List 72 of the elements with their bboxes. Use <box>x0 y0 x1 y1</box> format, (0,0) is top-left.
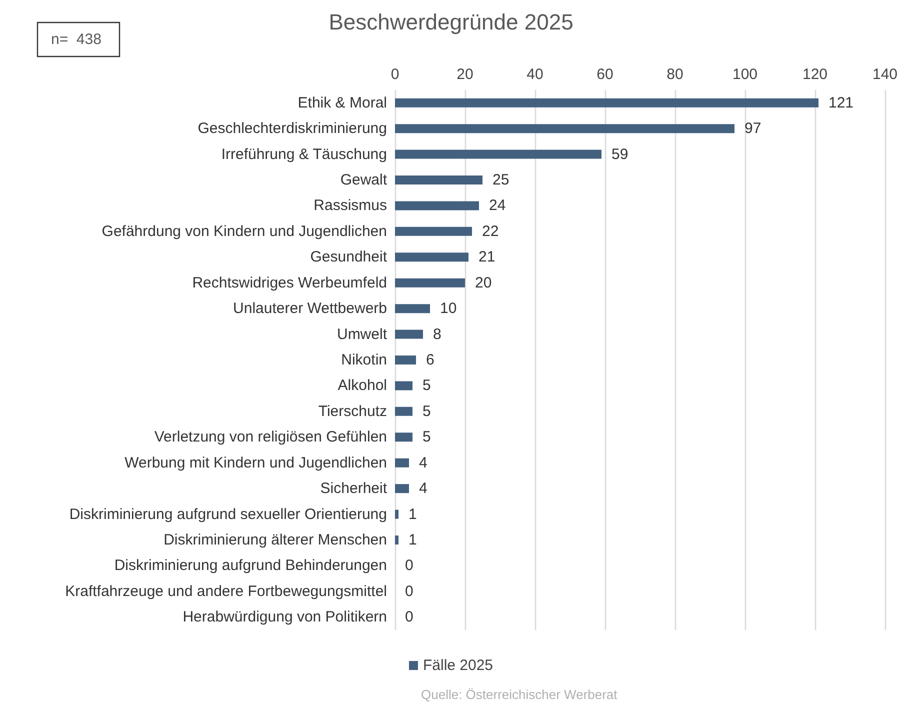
y-tick-label: Nikotin <box>341 352 387 368</box>
x-tick-label: 80 <box>666 66 684 83</box>
y-tick-label: Gewalt <box>340 172 388 188</box>
data-label: 0 <box>405 582 414 600</box>
y-tick-label: Verletzung von religiösen Gefühlen <box>154 428 387 446</box>
bar <box>395 176 482 184</box>
y-tick-label: Sicherheit <box>320 480 388 498</box>
bar <box>395 278 465 288</box>
x-tick-label: 0 <box>390 66 400 83</box>
y-tick-label: Diskriminierung älterer Menschen <box>164 532 387 548</box>
x-tick-label: 60 <box>596 66 614 83</box>
data-label: 59 <box>612 146 628 163</box>
data-label: 1 <box>408 506 417 523</box>
bar <box>395 510 398 519</box>
data-label: 20 <box>475 274 492 292</box>
bar <box>395 432 412 442</box>
text: n= 438 <box>51 31 102 48</box>
data-label: 0 <box>405 557 414 574</box>
bar <box>395 458 409 468</box>
bar <box>395 124 734 134</box>
data-label: 25 <box>492 172 510 188</box>
bar <box>395 252 468 262</box>
bar <box>395 330 423 339</box>
data-label: 21 <box>478 248 496 266</box>
y-tick-label: Werbung mit Kindern und Jugendlichen <box>124 454 387 472</box>
data-label: 5 <box>422 428 431 446</box>
data-label: 5 <box>422 377 431 394</box>
data-label: 24 <box>489 197 506 214</box>
y-tick-label: Kraftfahrzeuge und andere Fortbewegungsmittel <box>65 582 387 600</box>
bar <box>395 356 416 364</box>
bar <box>395 304 430 314</box>
y-tick-label: Rassismus <box>314 197 387 214</box>
bar <box>395 484 409 494</box>
y-tick-label: Umwelt <box>336 326 388 343</box>
y-tick-label: Gesundheit <box>310 248 388 266</box>
y-tick-label: Rechtswidriges Werbeumfeld <box>192 274 387 292</box>
bar <box>395 98 818 108</box>
bar <box>395 150 602 159</box>
legend-label: Fälle 2025 <box>422 657 494 674</box>
y-tick-label: Ethik & Moral <box>298 94 387 112</box>
data-label: 4 <box>419 454 428 472</box>
y-tick-label: Geschlechterdiskriminierung <box>198 120 387 138</box>
data-label: 4 <box>419 480 428 498</box>
data-label: 0 <box>405 608 414 626</box>
data-label: 22 <box>482 222 499 240</box>
data-label: 1 <box>408 532 417 548</box>
data-label: 97 <box>744 120 762 138</box>
x-tick-label: 100 <box>732 66 758 83</box>
source-note: Quelle: Österreichischer Werberat <box>421 687 618 702</box>
bar <box>395 201 479 210</box>
y-tick-label: Diskriminierung aufgrund sexueller Orientierung <box>69 506 387 523</box>
y-tick-label: Herabwürdigung von Politikern <box>182 608 387 626</box>
x-tick-label: 20 <box>456 66 474 83</box>
bar <box>395 536 398 544</box>
x-tick-label: 40 <box>526 66 544 83</box>
chart-title: Beschwerdegründe 2025 <box>328 10 574 34</box>
y-tick-label: Tierschutz <box>318 402 387 420</box>
bar <box>395 406 412 416</box>
data-label: 6 <box>426 352 434 368</box>
y-tick-label: Irreführung & Täuschung <box>221 146 387 163</box>
data-label: 5 <box>422 402 431 420</box>
x-tick-label: 120 <box>802 66 828 83</box>
data-label: 121 <box>828 94 854 112</box>
data-label: 8 <box>433 326 442 343</box>
bar <box>395 226 472 236</box>
y-tick-label: Unlauterer Wettbewerb <box>233 300 387 318</box>
y-tick-label: Gefährdung von Kindern und Jugendlichen <box>102 222 387 240</box>
y-tick-label: Diskriminierung aufgrund Behinderungen <box>114 557 387 574</box>
y-tick-label: Alkohol <box>338 377 387 394</box>
x-tick-label: 140 <box>872 66 898 83</box>
bar <box>395 381 412 390</box>
data-label: 10 <box>440 300 457 318</box>
